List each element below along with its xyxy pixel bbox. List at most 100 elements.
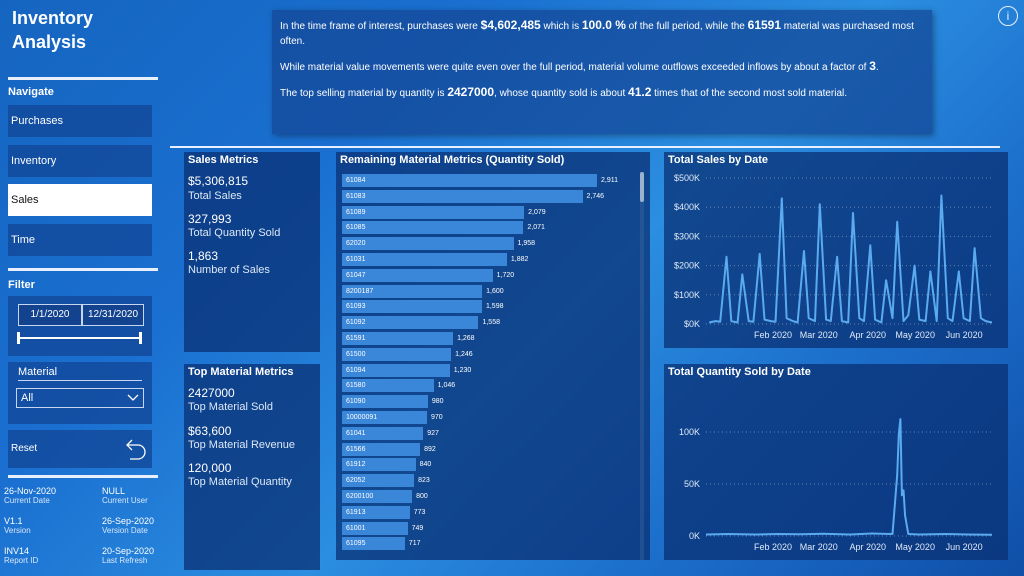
bar-row[interactable]: 61093 1,598	[342, 299, 642, 315]
bar	[342, 332, 454, 345]
bar-row[interactable]: 61500 1,246	[342, 347, 642, 363]
chevron-down-icon	[127, 394, 139, 401]
bar-row[interactable]: 10000091 970	[342, 410, 642, 426]
bar	[342, 189, 583, 203]
scrollbar-track[interactable]	[640, 172, 644, 560]
bar-value-label: 1,230	[453, 366, 472, 374]
bar	[342, 363, 450, 377]
bar-row[interactable]: 6200100 800	[342, 489, 642, 505]
bar-category-label: 61083	[346, 192, 366, 200]
total-quantity-plot: 100K 50K 0K Feb 2020 Mar 2020 Apr 2020 May 202…	[679, 418, 993, 552]
bar-category-label: 61001	[346, 524, 366, 532]
bar-category-label: 61031	[346, 256, 366, 263]
bar-row[interactable]: 61566 892	[342, 442, 642, 458]
bar-row[interactable]: 61912 840	[342, 457, 642, 473]
bar	[342, 379, 434, 393]
bar	[342, 221, 524, 235]
bar	[342, 474, 415, 488]
bar-row[interactable]: 8200187 1,600	[342, 284, 642, 300]
bar-row[interactable]: 61085 2,071	[342, 220, 642, 236]
summary-text: , whose quantity sold is about	[494, 88, 629, 99]
reset-label: Reset	[11, 443, 38, 454]
material-label: Material	[18, 366, 58, 378]
bar-value-label: 1,558	[482, 319, 500, 327]
info-current-date: 26-Nov-2020 Current Date	[4, 486, 56, 505]
bar-row[interactable]: 61591 1,268	[342, 331, 642, 347]
bar-row[interactable]: 61095 717	[342, 536, 642, 552]
nav-sales[interactable]: Sales	[8, 184, 152, 216]
date-slider-start-handle[interactable]	[17, 332, 20, 344]
bar-value-label: 773	[413, 508, 426, 516]
bar-row[interactable]: 61001 749	[342, 521, 642, 537]
bar-row[interactable]: 61089 2,079	[342, 205, 642, 221]
bar-category-label: 61089	[346, 208, 366, 216]
top-material-metrics-card: Top Material Metrics 2427000 Top Materia…	[184, 364, 320, 570]
bar-row[interactable]: 61094 1,230	[342, 363, 642, 379]
bar-category-label: 61913	[346, 508, 366, 516]
bar-row[interactable]: 61092 1,558	[342, 315, 642, 331]
filter-label: Filter	[8, 279, 35, 291]
top-material-quantity-label: Top Material Quantity	[188, 476, 292, 488]
bar-value-label: 980	[431, 398, 444, 406]
summary-paragraph-2: While material value movements were quit…	[280, 59, 924, 75]
bar	[342, 490, 413, 503]
bar	[342, 537, 405, 551]
bar	[342, 347, 452, 361]
nav-inventory[interactable]: Inventory	[8, 145, 152, 177]
info-report-id: INV14 Report ID	[4, 546, 38, 565]
bar-row[interactable]: 62052 823	[342, 473, 642, 489]
bar	[342, 316, 479, 330]
bar-category-label: 61084	[346, 177, 366, 184]
sidebar-divider	[8, 77, 158, 80]
bar-value-label: 2,911	[601, 177, 618, 184]
scrollbar-thumb[interactable]	[640, 172, 644, 202]
date-end-input[interactable]: 12/31/2020	[82, 304, 144, 326]
bar-row[interactable]: 62020 1,958	[342, 236, 642, 252]
total-sales-chart: Total Sales by Date $500K $400K $300K $200K…	[664, 152, 1008, 348]
bar-category-label: 61094	[346, 366, 366, 374]
bar-row[interactable]: 61913 773	[342, 505, 642, 521]
bar-row[interactable]: 61084 2,911	[342, 173, 642, 189]
nav-time[interactable]: Time	[8, 224, 152, 256]
bar-category-label: 61092	[346, 319, 366, 327]
bar-category-label: 61566	[346, 445, 366, 453]
total-sales-value: $5,306,815	[188, 174, 249, 188]
reset-button[interactable]: Reset	[8, 430, 152, 468]
bar-row[interactable]: 61580 1,046	[342, 378, 642, 394]
info-label: Report ID	[4, 556, 39, 565]
total-quantity-label: Total Quantity Sold	[188, 227, 281, 239]
bar-row[interactable]: 61031 1,882	[342, 252, 642, 268]
date-start-input[interactable]: 1/1/2020	[18, 304, 82, 326]
app-title: Inventory Analysis	[12, 8, 94, 52]
bar-category-label: 62020	[346, 240, 366, 248]
info-label: Version	[4, 526, 31, 535]
y-tick-label: $400K	[674, 202, 700, 212]
bar	[342, 300, 482, 314]
info-value: 20-Sep-2020	[102, 546, 155, 556]
summary-text: The top selling material by quantity is	[280, 88, 448, 99]
remaining-material-chart: Remaining Material Metrics (Quantity Sol…	[336, 152, 650, 560]
bar-value-label: 800	[416, 493, 428, 500]
info-icon[interactable]: i	[998, 6, 1018, 26]
bar-row[interactable]: 61083 2,746	[342, 189, 642, 205]
bar-value-label: 927	[427, 429, 439, 437]
info-label: Version Date	[102, 526, 148, 535]
summary-text: of the full period, while the	[625, 21, 748, 32]
x-tick-label: May 2020	[895, 330, 935, 340]
bar-row[interactable]: 61047 1,720	[342, 268, 642, 284]
bar-value-label: 2,071	[527, 224, 545, 232]
x-tick-label: Feb 2020	[754, 330, 792, 340]
bar-value-label: 1,046	[437, 382, 456, 390]
bar-category-label: 61580	[346, 382, 366, 390]
bar-row[interactable]: 61090 980	[342, 394, 642, 410]
bar-value-label: 823	[418, 477, 430, 485]
bar-row[interactable]: 61041 927	[342, 426, 642, 442]
series-line	[708, 194, 993, 324]
bar-value-label: 1,600	[486, 287, 504, 295]
date-slider-end-handle[interactable]	[139, 332, 142, 344]
date-slider-track[interactable]	[18, 337, 140, 339]
info-current-user: NULL Current User	[102, 486, 148, 505]
material-select[interactable]: All	[16, 388, 144, 408]
total-sales-plot: $500K $400K $300K $200K $100K $0K Feb 2020 Mar …	[674, 173, 993, 340]
nav-purchases[interactable]: Purchases	[8, 105, 152, 137]
